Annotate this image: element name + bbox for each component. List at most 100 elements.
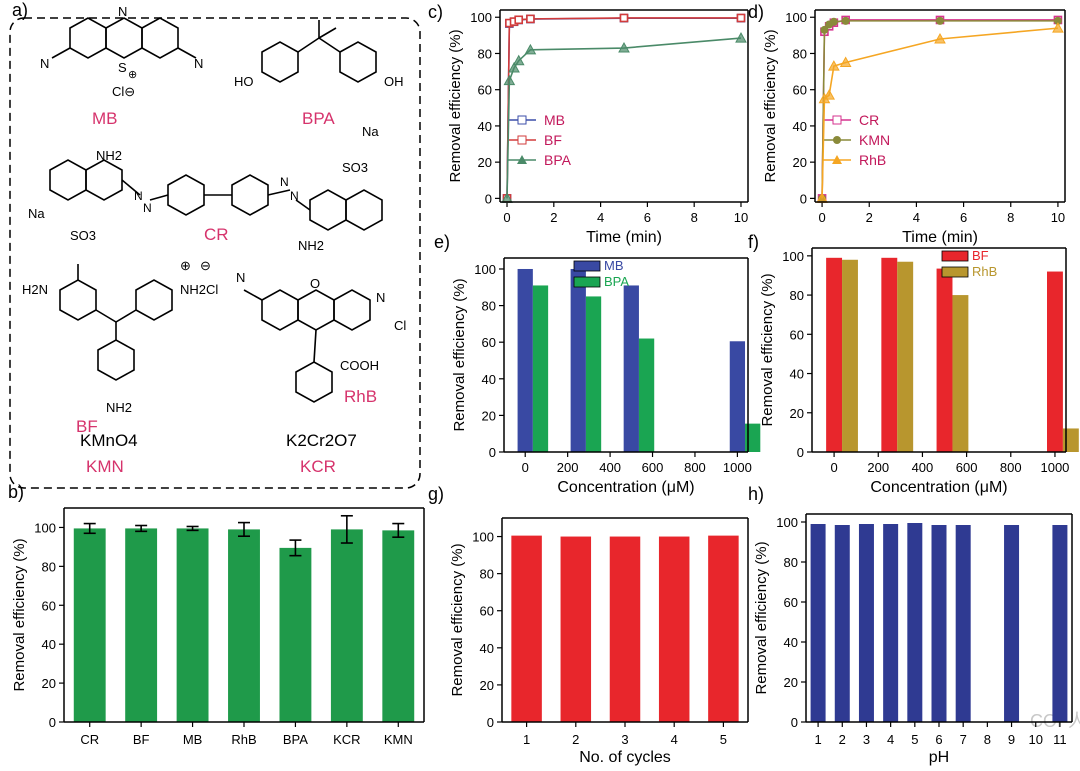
y-tick-label: 80: [480, 567, 494, 582]
x-tick-label: 2: [550, 210, 557, 225]
x-tick-label: MB: [183, 732, 203, 747]
y-tick-label: 0: [791, 715, 798, 730]
bar: [330, 529, 363, 722]
data-point: [839, 56, 852, 68]
bar: [176, 528, 209, 722]
panel-a-frame: [9, 17, 421, 489]
legend-swatch: [573, 276, 601, 288]
x-tick-label: 1000: [1040, 460, 1069, 475]
bar: [708, 535, 739, 722]
x-tick-label: BPA: [283, 732, 308, 747]
bar: [955, 525, 971, 722]
cr-structure: NH2 N N N N NH2 Na Na SO3 SO3 CR: [28, 124, 383, 253]
cr-n4: N: [290, 189, 299, 203]
bar: [881, 257, 898, 452]
panel-label: e): [434, 232, 450, 252]
data-point: [508, 61, 520, 73]
x-tick-label: 0: [830, 460, 837, 475]
x-tick-label: 1000: [723, 460, 752, 475]
mb-n-atom: N: [118, 4, 127, 19]
y-tick-label: 20: [790, 406, 804, 421]
y-tick-label: 60: [478, 83, 492, 98]
data-point: [512, 54, 525, 66]
series-line-RhB: [821, 27, 1058, 199]
bar: [73, 528, 106, 722]
bf-abbr: BF: [76, 417, 98, 436]
y-tick-label: 80: [478, 46, 492, 61]
mb-n-left: N: [40, 56, 49, 71]
y-tick-label: 20: [482, 408, 496, 423]
legend-label: BPA: [604, 274, 629, 289]
y-tick-label: 100: [776, 515, 798, 530]
y-tick-label: 0: [800, 191, 807, 206]
x-axis-label: Concentration (μM): [557, 479, 694, 496]
legend-label: MB: [544, 112, 565, 128]
y-tick-label: 40: [790, 367, 804, 382]
x-tick-label: 6: [935, 732, 942, 747]
y-tick-label: 60: [784, 595, 798, 610]
series-line-KMN: [821, 20, 1058, 199]
legend-marker: [517, 155, 527, 164]
x-tick-label: 4: [913, 210, 920, 225]
mb-n-right: N: [194, 56, 203, 71]
y-tick-label: 80: [784, 555, 798, 570]
y-tick-label: 80: [482, 299, 496, 314]
data-point: [526, 14, 535, 24]
cr-so3-right: SO3: [342, 160, 368, 175]
x-axis-label: pH: [929, 749, 949, 766]
y-axis-label: Removal efficiency (%): [11, 538, 28, 691]
data-point: [1052, 22, 1064, 33]
x-tick-label: 0: [503, 210, 510, 225]
legend-label: BF: [972, 248, 989, 263]
bar: [810, 524, 826, 722]
bar: [1047, 271, 1063, 452]
bar: [125, 528, 158, 722]
bar: [1062, 428, 1079, 452]
x-tick-label: KCR: [333, 732, 360, 747]
x-axis-label: Time (min): [586, 229, 662, 246]
x-axis-label: Time (min): [902, 229, 978, 246]
x-tick-label: 7: [960, 732, 967, 747]
bar: [858, 524, 874, 722]
x-tick-label: 11: [1053, 732, 1067, 747]
bf-nh2cl: NH2Cl: [180, 282, 218, 297]
y-tick-label: 20: [793, 155, 807, 170]
bar: [897, 261, 914, 452]
cr-nh2-top: NH2: [96, 148, 122, 163]
data-point: [823, 89, 836, 100]
bar: [826, 257, 843, 452]
x-tick-label: 200: [557, 460, 579, 475]
data-point: [735, 32, 747, 43]
panel-a-structures: a) N S ⊕ N N Cl⊖ MB HO OH BPA: [9, 0, 421, 489]
legend-label: RhB: [859, 152, 886, 168]
kmn-formula: KMnO4: [80, 431, 138, 450]
x-axis-label: Concentration (μM): [870, 479, 1007, 496]
mb-counterion: Cl⊖: [112, 84, 135, 99]
kmn-abbr: KMN: [86, 457, 124, 476]
y-tick-label: 20: [784, 675, 798, 690]
y-tick-label: 40: [42, 637, 56, 652]
kcr-formula: K2Cr2O7: [286, 431, 357, 450]
x-tick-label: 5: [911, 732, 918, 747]
y-axis-label: Removal efficiency (%): [447, 29, 464, 182]
rhb-cooh: COOH: [340, 358, 379, 373]
chart-e: e) 0 20 40 60 80 100 Removal efficiency (%) Conc…: [434, 232, 761, 496]
x-tick-label: RhB: [231, 732, 256, 747]
bpa-oh: OH: [384, 74, 404, 89]
rhb-n-right: N: [376, 290, 385, 305]
y-tick-label: 100: [472, 530, 494, 545]
x-tick-label: 3: [621, 732, 628, 747]
bf-nh2-bottom: NH2: [106, 400, 132, 415]
x-tick-label: 6: [960, 210, 967, 225]
bf-plus: ⊕: [180, 258, 191, 273]
y-axis-label: Removal efficiency (%): [762, 29, 779, 182]
legend-swatch: [573, 260, 601, 272]
y-tick-label: 60: [482, 335, 496, 350]
bar: [638, 338, 655, 452]
y-tick-label: 100: [34, 520, 56, 535]
bar: [560, 536, 592, 722]
x-tick-label: 8: [1007, 210, 1014, 225]
legend-marker: [517, 115, 527, 125]
bpa-abbr: BPA: [302, 109, 335, 128]
